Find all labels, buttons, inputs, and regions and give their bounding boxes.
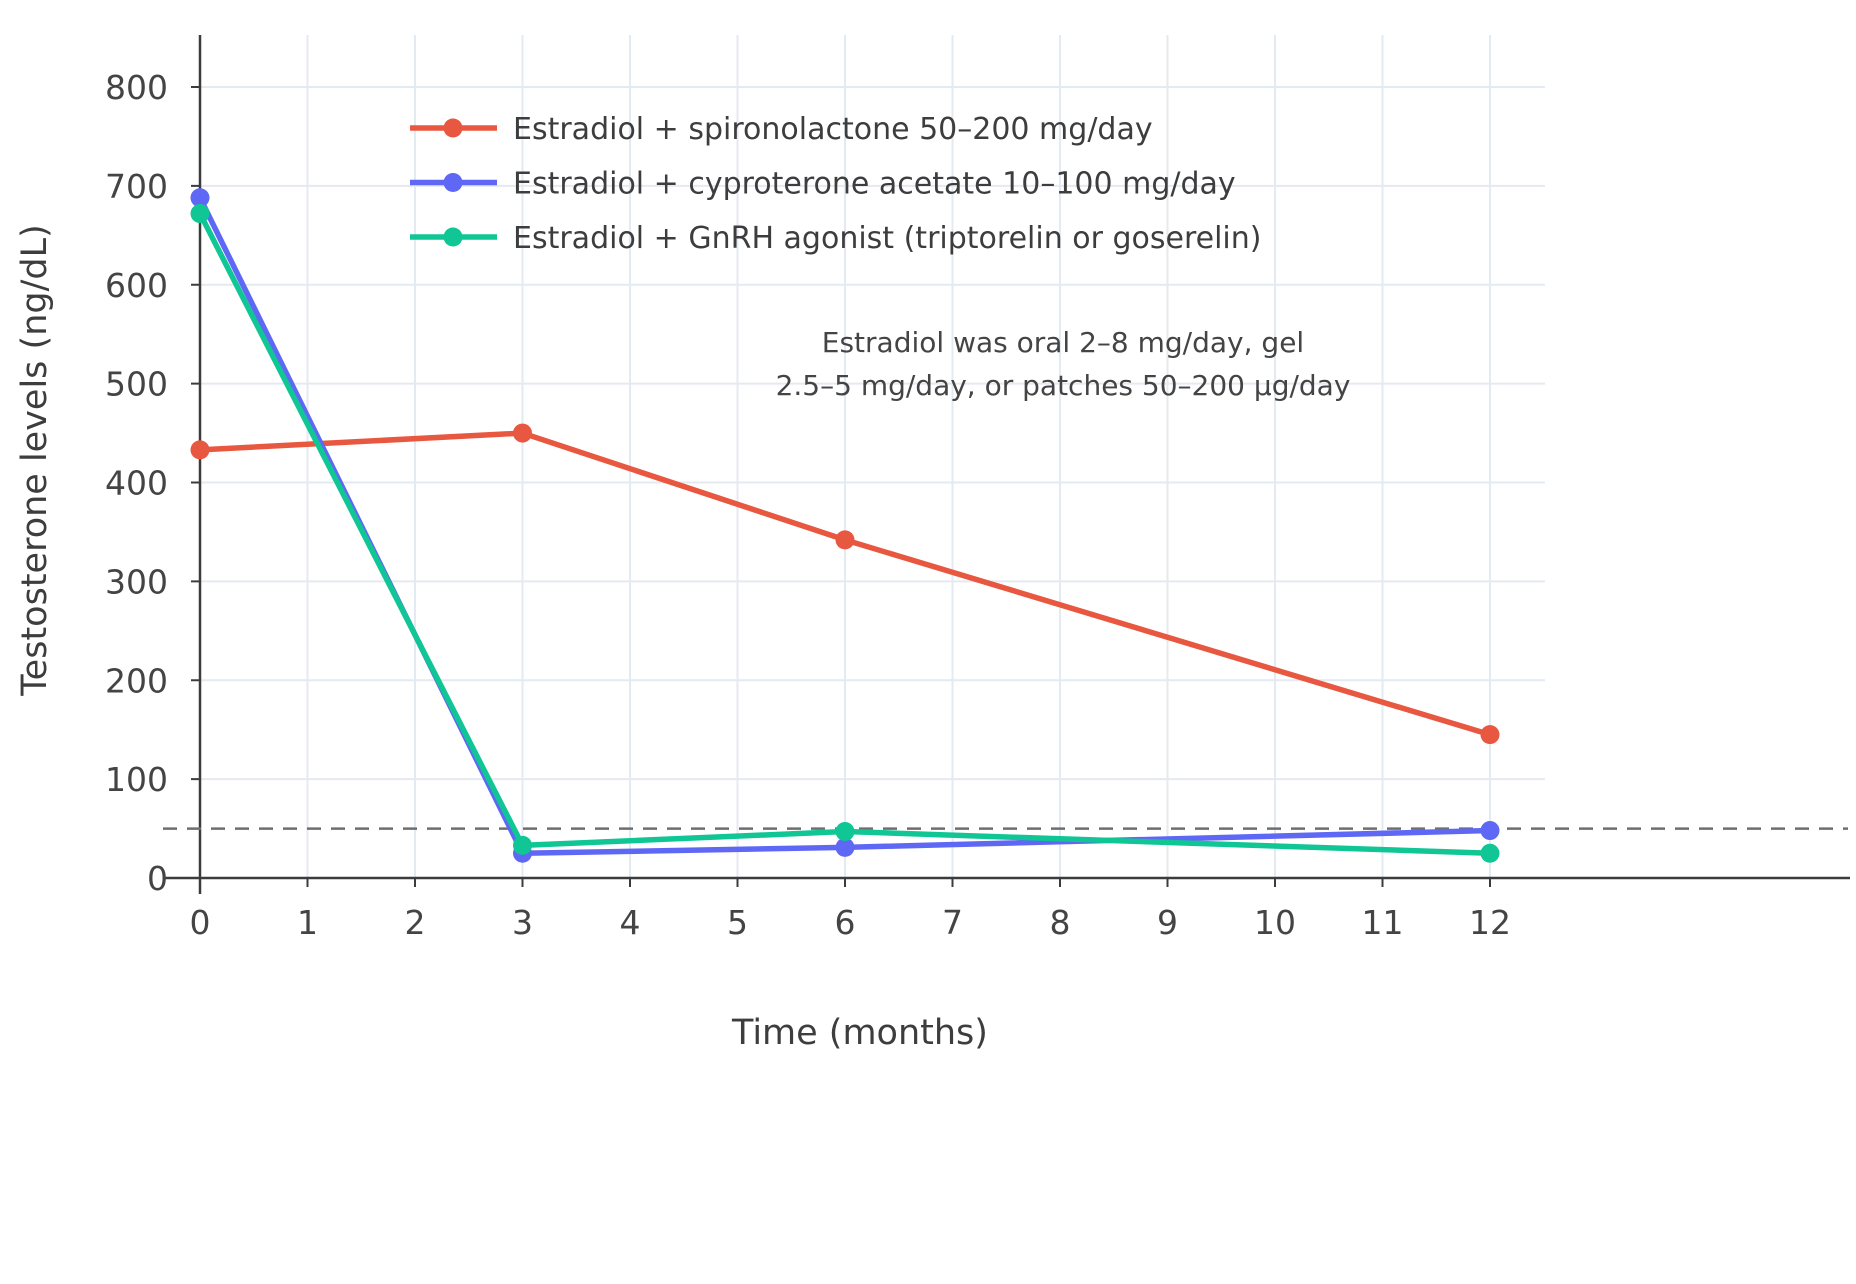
legend-label: Estradiol + spironolactone 50–200 mg/day: [513, 112, 1153, 147]
x-tick-label: 5: [727, 903, 748, 942]
y-axis-title: Testosterone levels (ng/dL): [15, 224, 55, 697]
series-marker: [835, 837, 855, 857]
annotation-line: Estradiol was oral 2–8 mg/day, gel: [822, 326, 1304, 359]
gridlines: [199, 35, 1545, 878]
x-tick-label: 2: [405, 903, 426, 942]
x-tick-label: 3: [512, 903, 533, 942]
series-marker: [190, 188, 210, 208]
series-line: [197, 430, 1493, 738]
y-tick-label: 100: [105, 760, 168, 799]
x-tick-label: 4: [620, 903, 641, 942]
series-marker: [513, 835, 532, 855]
x-tick-label: 11: [1362, 903, 1404, 942]
series-marker: [513, 423, 532, 443]
series-marker: [835, 530, 855, 550]
y-tick-label: 300: [105, 562, 168, 601]
legend-item: Estradiol + spironolactone 50–200 mg/day: [410, 112, 1153, 147]
legend-item: Estradiol + cyproterone acetate 10–100 m…: [410, 167, 1236, 202]
x-tick-label: 8: [1050, 903, 1071, 942]
legend-swatch-marker: [443, 118, 463, 138]
y-tick-label: 600: [105, 266, 168, 305]
legend-item: Estradiol + GnRH agonist (triptorelin or…: [410, 221, 1261, 256]
legend-label: Estradiol + cyproterone acetate 10–100 m…: [513, 167, 1236, 202]
series-marker: [1480, 725, 1500, 745]
series-marker: [190, 440, 210, 460]
x-tick-label: 10: [1254, 903, 1296, 942]
series-marker: [1480, 821, 1500, 841]
legend-label: Estradiol + GnRH agonist (triptorelin or…: [513, 221, 1261, 256]
annotation-line: 2.5–5 mg/day, or patches 50–200 µg/day: [776, 369, 1351, 402]
series-0: [190, 423, 1500, 745]
y-tick-label: 400: [105, 464, 168, 503]
x-tick-label: 6: [835, 903, 856, 942]
x-tick-label: 7: [942, 903, 963, 942]
x-tick-label: 1: [297, 903, 318, 942]
legend-swatch-marker: [443, 227, 463, 247]
y-tick-label: 200: [105, 661, 168, 700]
legend: Estradiol + spironolactone 50–200 mg/day…: [410, 112, 1261, 256]
x-axis-title: Time (months): [731, 1013, 988, 1053]
series-2: [190, 204, 1500, 863]
series-line: [197, 210, 1493, 857]
legend-swatch-marker: [443, 173, 463, 192]
series-marker: [190, 204, 210, 224]
x-tick-label: 0: [190, 903, 211, 942]
y-tick-label: 800: [105, 68, 168, 107]
y-tick-label: 0: [147, 859, 168, 898]
y-tick-label: 700: [105, 167, 168, 206]
x-tick-label: 12: [1469, 903, 1511, 942]
y-tick-label: 500: [105, 365, 168, 404]
series-marker: [835, 822, 855, 842]
series-marker: [1480, 843, 1500, 863]
x-tick-label: 9: [1157, 903, 1178, 942]
